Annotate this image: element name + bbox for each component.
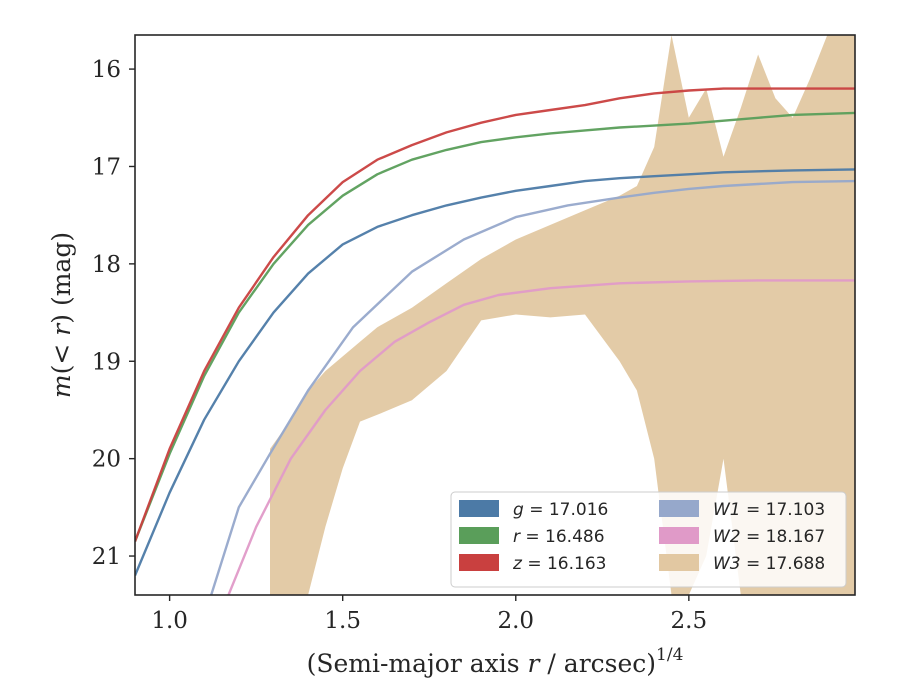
y-tick-label: 16	[92, 57, 121, 83]
x-axis-label: (Semi-major axis r / arcsec)1/4	[307, 645, 684, 678]
series-z-line	[135, 87, 855, 542]
y-tick-label: 19	[92, 349, 121, 375]
x-tick-label: 1.0	[151, 608, 188, 634]
series-w3-band	[270, 35, 855, 595]
series-layer	[135, 35, 855, 595]
legend: g = 17.016 r = 16.486 z = 16.163 W1 = 17.10…	[450, 491, 847, 588]
legend-label-r: r = 16.486	[513, 527, 605, 547]
series-w1-line	[210, 179, 855, 595]
legend-items: g = 17.016 r = 16.486 z = 16.163 W1 = 17.10…	[459, 500, 825, 574]
series-g-line	[135, 168, 855, 576]
legend-swatch-w2	[659, 527, 699, 544]
y-axis-ticks: 16 17 18 19 20 21	[92, 57, 135, 570]
y-tick-label: 17	[92, 154, 121, 180]
legend-label-w1: W1 = 17.103	[713, 500, 825, 520]
series-w2-line	[227, 279, 855, 595]
y-tick-label: 18	[92, 252, 121, 278]
legend-swatch-w3	[659, 554, 699, 571]
y-axis-label: m(< r) (mag)	[47, 232, 76, 398]
legend-swatch-z	[459, 554, 499, 571]
x-tick-label: 1.5	[324, 608, 361, 634]
x-axis-ticks: 1.0 1.5 2.0 2.5	[151, 595, 707, 634]
legend-swatch-w1	[659, 500, 699, 517]
legend-label-z: z = 16.163	[512, 554, 606, 574]
legend-label-w2: W2 = 18.167	[713, 527, 825, 547]
series-r-line	[135, 111, 855, 542]
legend-swatch-g	[459, 500, 499, 517]
y-tick-label: 20	[92, 447, 121, 473]
x-tick-label: 2.5	[671, 608, 708, 634]
legend-label-w3: W3 = 17.688	[713, 554, 825, 574]
legend-label-g: g = 17.016	[513, 500, 608, 520]
plot-frame	[134, 34, 856, 596]
y-tick-label: 21	[92, 544, 121, 570]
legend-frame	[450, 491, 847, 588]
legend-swatch-r	[459, 527, 499, 544]
x-tick-label: 2.0	[497, 608, 534, 634]
